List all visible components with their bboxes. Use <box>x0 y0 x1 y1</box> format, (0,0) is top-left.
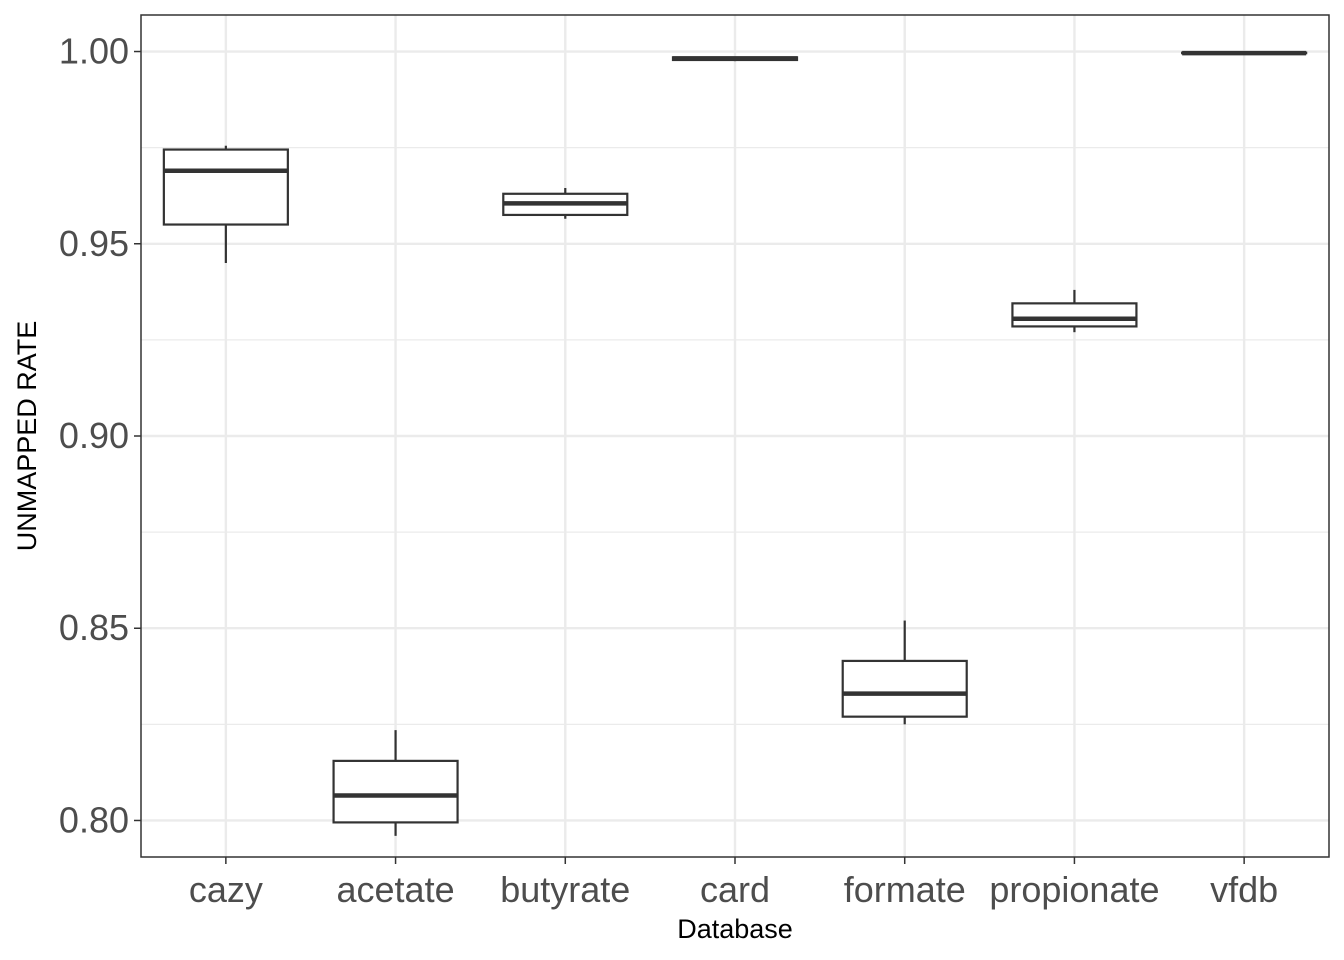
box-iqr <box>332 759 459 824</box>
box-iqr <box>1011 302 1138 328</box>
y-tick-label: 0.80 <box>59 799 129 840</box>
y-tick-label: 1.00 <box>59 31 129 72</box>
x-tick-label: acetate <box>337 869 455 910</box>
y-tick-label: 0.85 <box>59 607 129 648</box>
x-tick-label: card <box>700 869 770 910</box>
box-series <box>162 50 1308 836</box>
y-tick-label: 0.90 <box>59 415 129 456</box>
x-axis-title: Database <box>677 914 793 944</box>
y-tick-label: 0.95 <box>59 223 129 264</box>
box-propionate <box>1011 289 1138 333</box>
y-axis: 0.80 0.85 0.90 0.95 1.00 <box>59 31 141 840</box>
box-butyrate <box>502 188 629 219</box>
x-axis: cazy acetate butyrate card formate propionate… <box>189 857 1278 910</box>
box-card <box>671 56 799 62</box>
x-tick-label: butyrate <box>500 869 630 910</box>
y-axis-title: UNMAPPED RATE <box>12 321 42 552</box>
box-iqr <box>841 659 968 718</box>
x-tick-label: vfdb <box>1210 869 1278 910</box>
x-tick-label: cazy <box>189 869 263 910</box>
box-iqr <box>162 148 289 226</box>
x-tick-label: formate <box>844 869 966 910</box>
x-tick-label: propionate <box>989 869 1159 910</box>
box-vfdb <box>1181 50 1308 56</box>
box-formate <box>841 620 968 725</box>
box-acetate <box>332 730 459 836</box>
box-cazy <box>162 145 289 263</box>
